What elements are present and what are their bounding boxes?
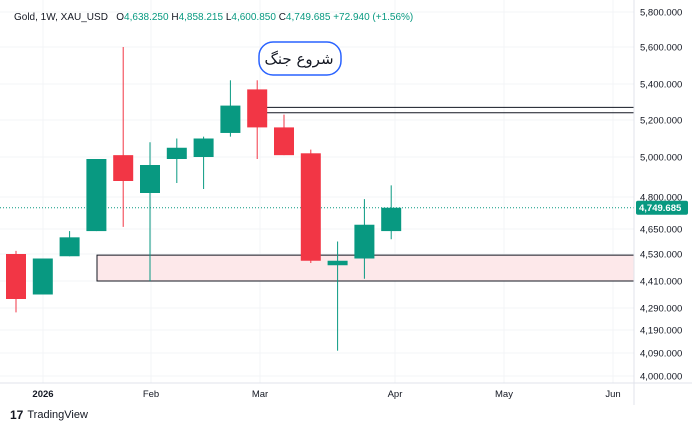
price-tick-label: 5,000.000: [640, 153, 682, 164]
price-tick-label: 5,200.000: [640, 116, 682, 127]
support-zone: [96, 254, 635, 282]
price-tick-label: 4,530.000: [640, 250, 682, 261]
candle-down: [274, 127, 294, 156]
candle-up: [354, 224, 375, 259]
candle-up: [381, 207, 402, 232]
annotation-bubble: [258, 41, 342, 76]
current-price-tag: [636, 200, 688, 215]
tradingview-watermark[interactable]: 17 TradingView: [10, 408, 88, 422]
time-tick-label: 2026: [32, 389, 53, 400]
price-tick-label: 4,650.000: [640, 225, 682, 236]
time-tick-label: Feb: [143, 389, 159, 400]
candle-up: [59, 237, 80, 257]
price-tick-label: 5,600.000: [640, 43, 682, 54]
tradingview-logo-icon: 17: [10, 408, 24, 422]
low-value: 4,600.850: [231, 12, 276, 23]
current-price-label: 4,749.685: [639, 203, 682, 214]
open-label: O: [116, 12, 125, 23]
tradingview-brand: TradingView: [27, 409, 88, 421]
change-value: +72.940 (+1.56%): [333, 12, 414, 23]
candle-down: [247, 89, 268, 128]
candle-up: [86, 159, 107, 232]
candle-down: [113, 155, 134, 181]
price-tick-label: 4,410.000: [640, 277, 682, 288]
price-tick-label: 4,800.000: [640, 193, 682, 204]
open-value: 4,638.250: [124, 12, 169, 23]
candle-up: [140, 165, 160, 193]
candle-up: [327, 260, 348, 266]
price-tick-label: 5,400.000: [640, 80, 682, 91]
price-tick-label: 4,000.000: [640, 372, 682, 383]
price-tick-label: 4,190.000: [640, 326, 682, 337]
price-tick-label: 4,290.000: [640, 304, 682, 315]
close-label: C: [278, 12, 286, 23]
time-tick-label: Jun: [605, 389, 620, 400]
candle-up: [32, 258, 53, 295]
low-label: L: [225, 12, 232, 23]
chart-header: Gold, 1W, XAU_USD O4,638.250 H4,858.215 …: [14, 12, 413, 23]
high-value: 4,858.215: [178, 12, 224, 23]
symbol-label: Gold, 1W, XAU_USD: [14, 12, 108, 23]
candle-down: [300, 153, 321, 261]
time-tick-label: Mar: [252, 389, 268, 400]
time-tick-label: Apr: [388, 389, 403, 400]
price-tick-label: 4,090.000: [640, 349, 682, 360]
candle-down: [6, 254, 26, 299]
candle-up: [220, 105, 241, 133]
candle-up: [166, 147, 187, 159]
close-value: 4,749.685: [285, 12, 331, 23]
annotation-text: شروع جنگ: [264, 50, 333, 68]
time-tick-label: May: [495, 389, 513, 400]
candle-up: [193, 138, 214, 157]
price-tick-label: 5,800.000: [640, 8, 682, 19]
high-label: H: [171, 12, 179, 23]
